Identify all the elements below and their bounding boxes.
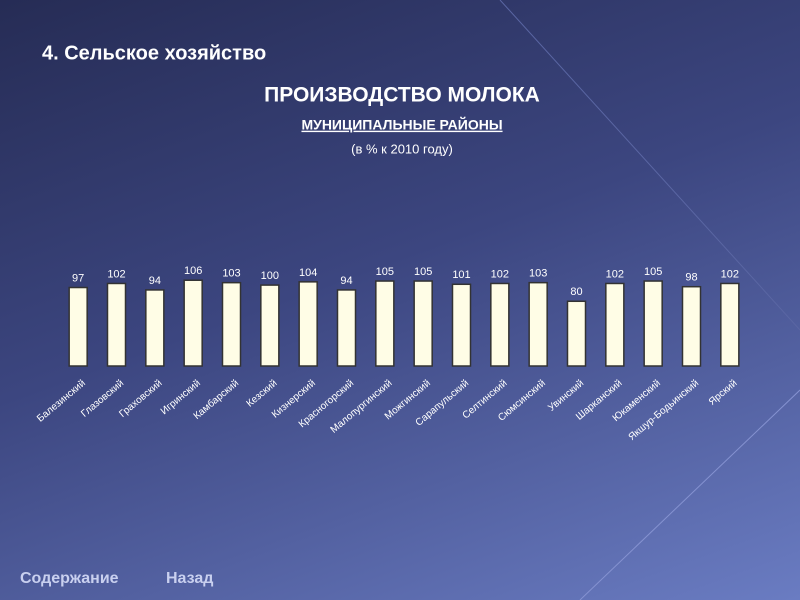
x-tick-label: Кезский: [245, 378, 280, 410]
bar: [298, 281, 318, 367]
bar: [413, 280, 433, 367]
value-label: 102: [606, 268, 624, 280]
value-label: 106: [184, 265, 202, 277]
nav-back[interactable]: Назад: [166, 570, 214, 587]
x-tick-label: Якшур-Бодьинский: [627, 378, 701, 443]
value-label: 103: [222, 268, 240, 280]
chart-title: ПРОИЗВОДСТВО МОЛОКА: [264, 84, 540, 107]
decor-line: [499, 0, 800, 331]
value-label: 102: [721, 268, 739, 280]
value-label: 103: [529, 268, 547, 280]
x-tick-label: Балезинский: [35, 378, 88, 425]
value-label: 104: [299, 267, 317, 279]
bar: [643, 280, 663, 367]
unit-note: (в % к 2010 году): [351, 141, 453, 156]
x-tick-label: Ярский: [707, 378, 740, 408]
value-label: 97: [72, 272, 84, 284]
bar: [566, 300, 587, 367]
bar: [528, 281, 548, 367]
value-label: 105: [376, 266, 394, 278]
value-label: 100: [261, 270, 279, 282]
bar: [336, 289, 357, 367]
bar: [681, 285, 702, 367]
chart-subtitle: МУНИЦИПАЛЬНЫЕ РАЙОНЫ: [301, 116, 502, 133]
x-tick-label: Граховский: [117, 378, 164, 420]
bar: [221, 281, 242, 367]
nav-contents[interactable]: Содержание: [20, 570, 119, 587]
bar: [720, 282, 740, 367]
bar: [375, 280, 395, 367]
value-label: 105: [414, 266, 432, 278]
bar: [183, 279, 203, 367]
heading: 4. Сельское хозяйство: [42, 42, 266, 64]
bar: [605, 282, 625, 367]
bar: [490, 282, 510, 367]
decor-line: [579, 389, 800, 600]
bar: [451, 283, 472, 367]
bar: [260, 284, 280, 367]
value-label: 102: [107, 268, 125, 280]
value-label: 80: [570, 286, 582, 298]
value-label: 98: [685, 272, 697, 284]
value-label: 94: [149, 275, 161, 287]
value-label: 102: [491, 268, 509, 280]
bar: [145, 289, 165, 367]
bar: [106, 282, 127, 367]
value-label: 105: [644, 266, 662, 278]
value-label: 101: [452, 269, 470, 281]
value-label: 94: [340, 275, 352, 287]
bar: [68, 286, 88, 367]
